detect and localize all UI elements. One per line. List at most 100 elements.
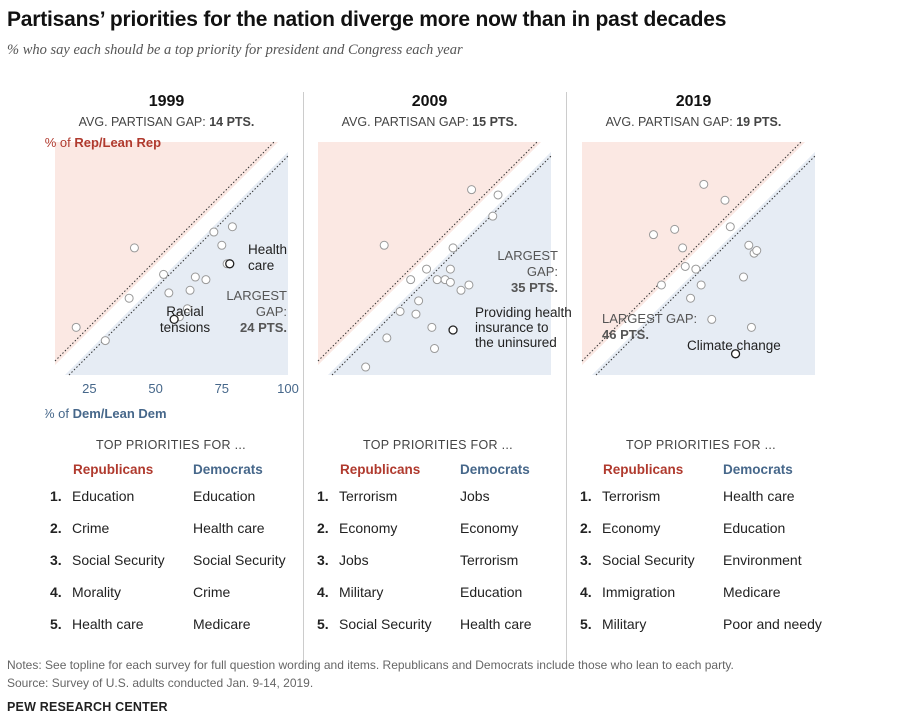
democrats-column-header: Democrats	[460, 462, 530, 477]
data-point	[382, 333, 392, 343]
data-point	[124, 293, 134, 303]
rank-number: 1.	[580, 488, 592, 504]
priorities-header: TOP PRIORITIES FOR ...	[96, 438, 246, 452]
rep-priority-item: 5. Military	[580, 616, 646, 632]
point-annotation: Racial	[166, 304, 204, 319]
rep-priority-text: Military	[602, 616, 647, 632]
x-axis-label: % of Dem/Lean Dem	[45, 406, 167, 421]
upper-dotted-line	[54, 141, 275, 362]
rank-number: 5.	[317, 616, 329, 632]
priorities-header: TOP PRIORITIES FOR ...	[363, 438, 513, 452]
rep-priority-item: 4. Military	[317, 584, 383, 600]
dem-priority-item: Environment	[723, 552, 802, 568]
highlighted-point	[169, 314, 179, 325]
notes-line: Notes: See topline for each survey for f…	[7, 658, 734, 672]
data-point	[71, 322, 81, 332]
point-annotation: Providing health	[475, 305, 572, 320]
rep-priority-text: Terrorism	[602, 488, 661, 504]
rep-priority-text: Economy	[339, 520, 398, 536]
dem-priority-item: Education	[193, 488, 256, 504]
x-tick-label: 25	[82, 381, 96, 396]
panel-year: 2009	[412, 93, 448, 110]
data-point	[670, 224, 680, 234]
avg-gap-label: AVG. PARTISAN GAP: 14 PTS.	[79, 115, 255, 129]
data-point	[752, 246, 762, 256]
dem-priority-item: Education	[460, 584, 523, 600]
rank-number: 2.	[50, 520, 62, 536]
x-tick-label: 100	[277, 381, 299, 396]
data-point	[464, 280, 474, 290]
priorities-header: TOP PRIORITIES FOR ...	[626, 438, 776, 452]
rank-number: 3.	[317, 552, 329, 568]
largest-gap-value: 46 PTS.	[602, 327, 649, 342]
rep-priority-text: Immigration	[602, 584, 676, 600]
data-point	[445, 264, 455, 274]
data-point	[678, 243, 688, 253]
chart-notes: Notes: See topline for each survey for f…	[7, 656, 734, 692]
plot-group-2019: 2019 AVG. PARTISAN GAP: 19 PTS. Climate ch…	[577, 93, 820, 380]
rank-number: 4.	[317, 584, 329, 600]
plot-group-2009: 2009 AVG. PARTISAN GAP: 15 PTS. Providing …	[313, 93, 572, 380]
x-tick-label: 50	[148, 381, 162, 396]
dem-priority-item: Jobs	[460, 488, 490, 504]
data-point	[739, 272, 749, 282]
highlighted-point	[448, 325, 458, 335]
rep-priority-text: Social Security	[339, 616, 432, 632]
largest-gap-label: LARGEST GAP:	[602, 311, 697, 326]
data-point	[185, 285, 195, 295]
data-point	[680, 261, 690, 271]
data-point	[422, 264, 432, 274]
rep-priority-text: Health care	[72, 616, 144, 632]
data-point	[414, 296, 424, 306]
upper-dotted-line	[581, 141, 802, 362]
rep-priority-item: 1. Terrorism	[580, 488, 660, 504]
lower-dotted-line	[68, 155, 289, 376]
rep-priority-item: 4. Morality	[50, 584, 121, 600]
data-point	[656, 280, 666, 290]
rep-priority-text: Economy	[602, 520, 661, 536]
largest-gap-label: GAP:	[256, 304, 287, 319]
data-point	[129, 243, 139, 253]
data-point	[707, 314, 717, 324]
data-point	[686, 293, 696, 303]
diagonal-band	[577, 137, 820, 380]
point-annotation: tensions	[160, 320, 211, 335]
data-point	[379, 240, 389, 250]
republicans-column-header: Republicans	[603, 462, 684, 477]
data-point	[217, 240, 227, 250]
rank-number: 4.	[50, 584, 62, 600]
data-point	[430, 344, 439, 354]
highlighted-point	[225, 259, 235, 269]
rep-priority-item: 2. Crime	[50, 520, 109, 536]
lower-dotted-line	[595, 155, 816, 376]
rank-number: 2.	[580, 520, 592, 536]
data-point	[648, 230, 658, 240]
rank-number: 4.	[580, 584, 592, 600]
republicans-column-header: Republicans	[73, 462, 154, 477]
lower-dotted-line	[331, 155, 552, 376]
largest-gap-value: 24 PTS.	[240, 320, 287, 335]
avg-gap-value: 14 PTS.	[209, 115, 254, 129]
dem-priority-item: Health care	[193, 520, 265, 536]
rep-priority-text: Social Security	[72, 552, 165, 568]
scatter-panel-1999: 1999 AVG. PARTISAN GAP: 14 PTS. 100% of Re…	[45, 93, 299, 421]
avg-gap-value: 15 PTS.	[472, 115, 517, 129]
rep-priority-item: 4. Immigration	[580, 584, 675, 600]
data-point	[427, 322, 437, 332]
data-point	[201, 275, 211, 285]
data-point	[227, 222, 237, 232]
rank-number: 5.	[580, 616, 592, 632]
org-logo-text: PEW RESEARCH CENTER	[7, 700, 168, 714]
source-line: Source: Survey of U.S. adults conducted …	[7, 676, 314, 690]
rank-number: 1.	[50, 488, 62, 504]
data-point	[361, 362, 371, 372]
data-point	[448, 243, 458, 253]
y-axis-label: 100% of Rep/Lean Rep	[45, 135, 161, 150]
dem-priority-item: Health care	[723, 488, 795, 504]
largest-gap-label: LARGEST	[497, 248, 558, 263]
data-point	[190, 272, 200, 282]
rep-priority-item: 3. Jobs	[317, 552, 369, 568]
data-point	[209, 227, 219, 237]
rep-priority-item: 1. Terrorism	[317, 488, 397, 504]
rank-number: 3.	[50, 552, 62, 568]
